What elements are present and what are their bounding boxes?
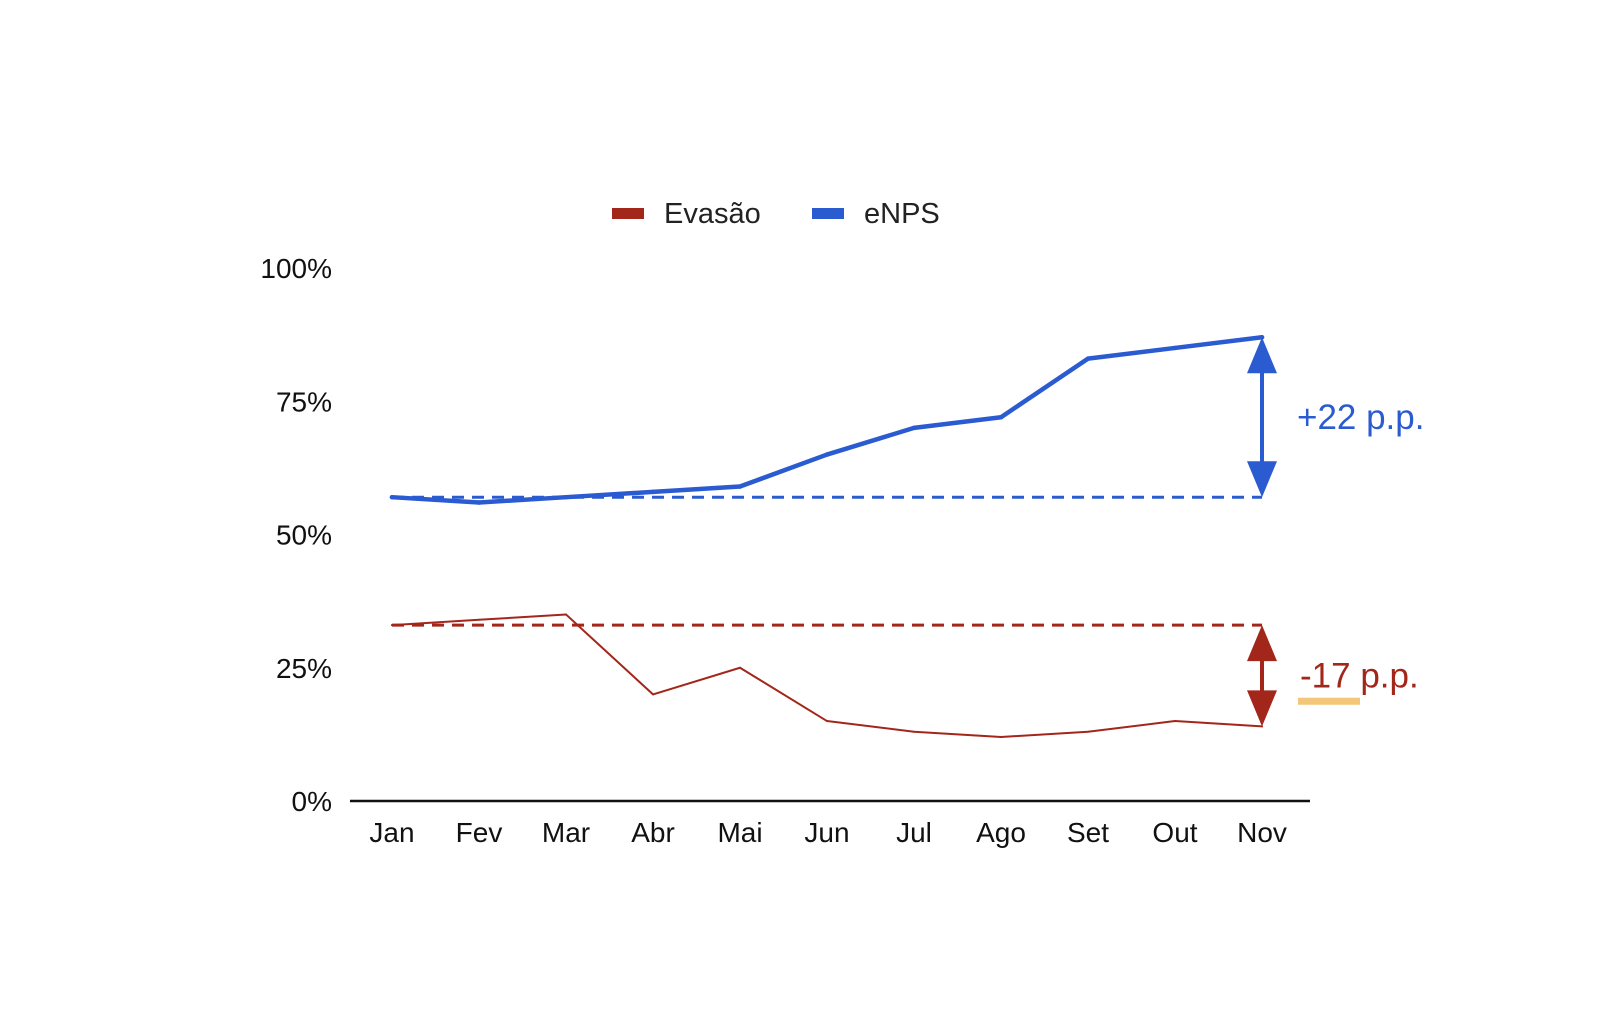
data-point-evasao (1000, 736, 1002, 739)
data-point-evasao (1087, 730, 1089, 733)
data-point-evasao (391, 624, 393, 627)
data-point-enps (1172, 345, 1178, 351)
legend-swatch-evasao (612, 208, 644, 219)
data-point-enps (824, 452, 830, 457)
annotation-number: -17 (1300, 657, 1351, 696)
annotation-enps: +22 p.p. (1247, 337, 1424, 498)
data-point-enps (911, 425, 917, 431)
series-line-evasao (391, 613, 1263, 739)
x-tick-label: Mar (542, 817, 590, 848)
data-point-evasao (652, 693, 654, 696)
annotation-arrow-head-up (1247, 625, 1277, 662)
annotation-unit: p.p. (1351, 657, 1419, 696)
data-point-evasao (826, 720, 828, 723)
y-tick-label: 25% (276, 653, 332, 684)
y-tick-label: 50% (276, 520, 332, 551)
x-tick-label: Fev (456, 817, 503, 848)
annotation-arrow-head-down (1247, 461, 1277, 498)
x-tick-label: Jul (896, 817, 932, 848)
legend-swatch-enps (812, 208, 844, 219)
data-point-enps (476, 500, 482, 505)
annotation-highlight-mark (1298, 697, 1360, 705)
x-tick-label: Ago (976, 817, 1026, 848)
data-point-evasao (739, 666, 741, 669)
data-point-enps (389, 494, 395, 500)
legend: Evasão eNPS (612, 198, 940, 230)
annotation-arrow-head-down (1247, 690, 1277, 727)
change-annotations: +22 p.p. -17 p.p. (1247, 337, 1424, 727)
x-tick-label: Jun (804, 817, 849, 848)
data-point-evasao (478, 618, 480, 621)
annotation-label: +22 p.p. (1297, 398, 1424, 437)
data-point-enps (737, 484, 743, 489)
x-tick-label: Nov (1237, 817, 1287, 848)
data-point-enps (1085, 356, 1091, 361)
x-axis-tick-labels: Jan Fev Mar Abr Mai Jun Jul Ago Set Out Nov (369, 817, 1286, 848)
x-tick-label: Set (1067, 817, 1109, 848)
series-line-enps (389, 335, 1265, 505)
y-tick-label: 75% (276, 386, 332, 417)
baselines (392, 495, 1262, 627)
x-tick-label: Mai (717, 817, 762, 848)
series-lines (389, 335, 1265, 739)
y-axis-tick-labels: 0% 25% 50% 75% 100% (260, 253, 332, 817)
data-point-enps (563, 494, 569, 500)
x-tick-label: Out (1152, 817, 1197, 848)
y-tick-label: 0% (292, 786, 332, 817)
data-point-enps (998, 414, 1004, 420)
annotation-evasao: -17 p.p. (1247, 625, 1419, 727)
data-point-evasao (565, 613, 567, 616)
data-point-enps (650, 489, 656, 495)
annotation-arrow-head-up (1247, 337, 1277, 374)
annotation-label: -17 p.p. (1300, 657, 1419, 696)
legend-label-evasao: Evasão (664, 198, 761, 230)
x-tick-label: Jan (369, 817, 414, 848)
x-tick-label: Abr (631, 817, 675, 848)
data-point-evasao (1174, 720, 1176, 723)
y-tick-label: 100% (260, 253, 332, 284)
legend-label-enps: eNPS (864, 198, 940, 230)
data-point-evasao (913, 730, 915, 733)
